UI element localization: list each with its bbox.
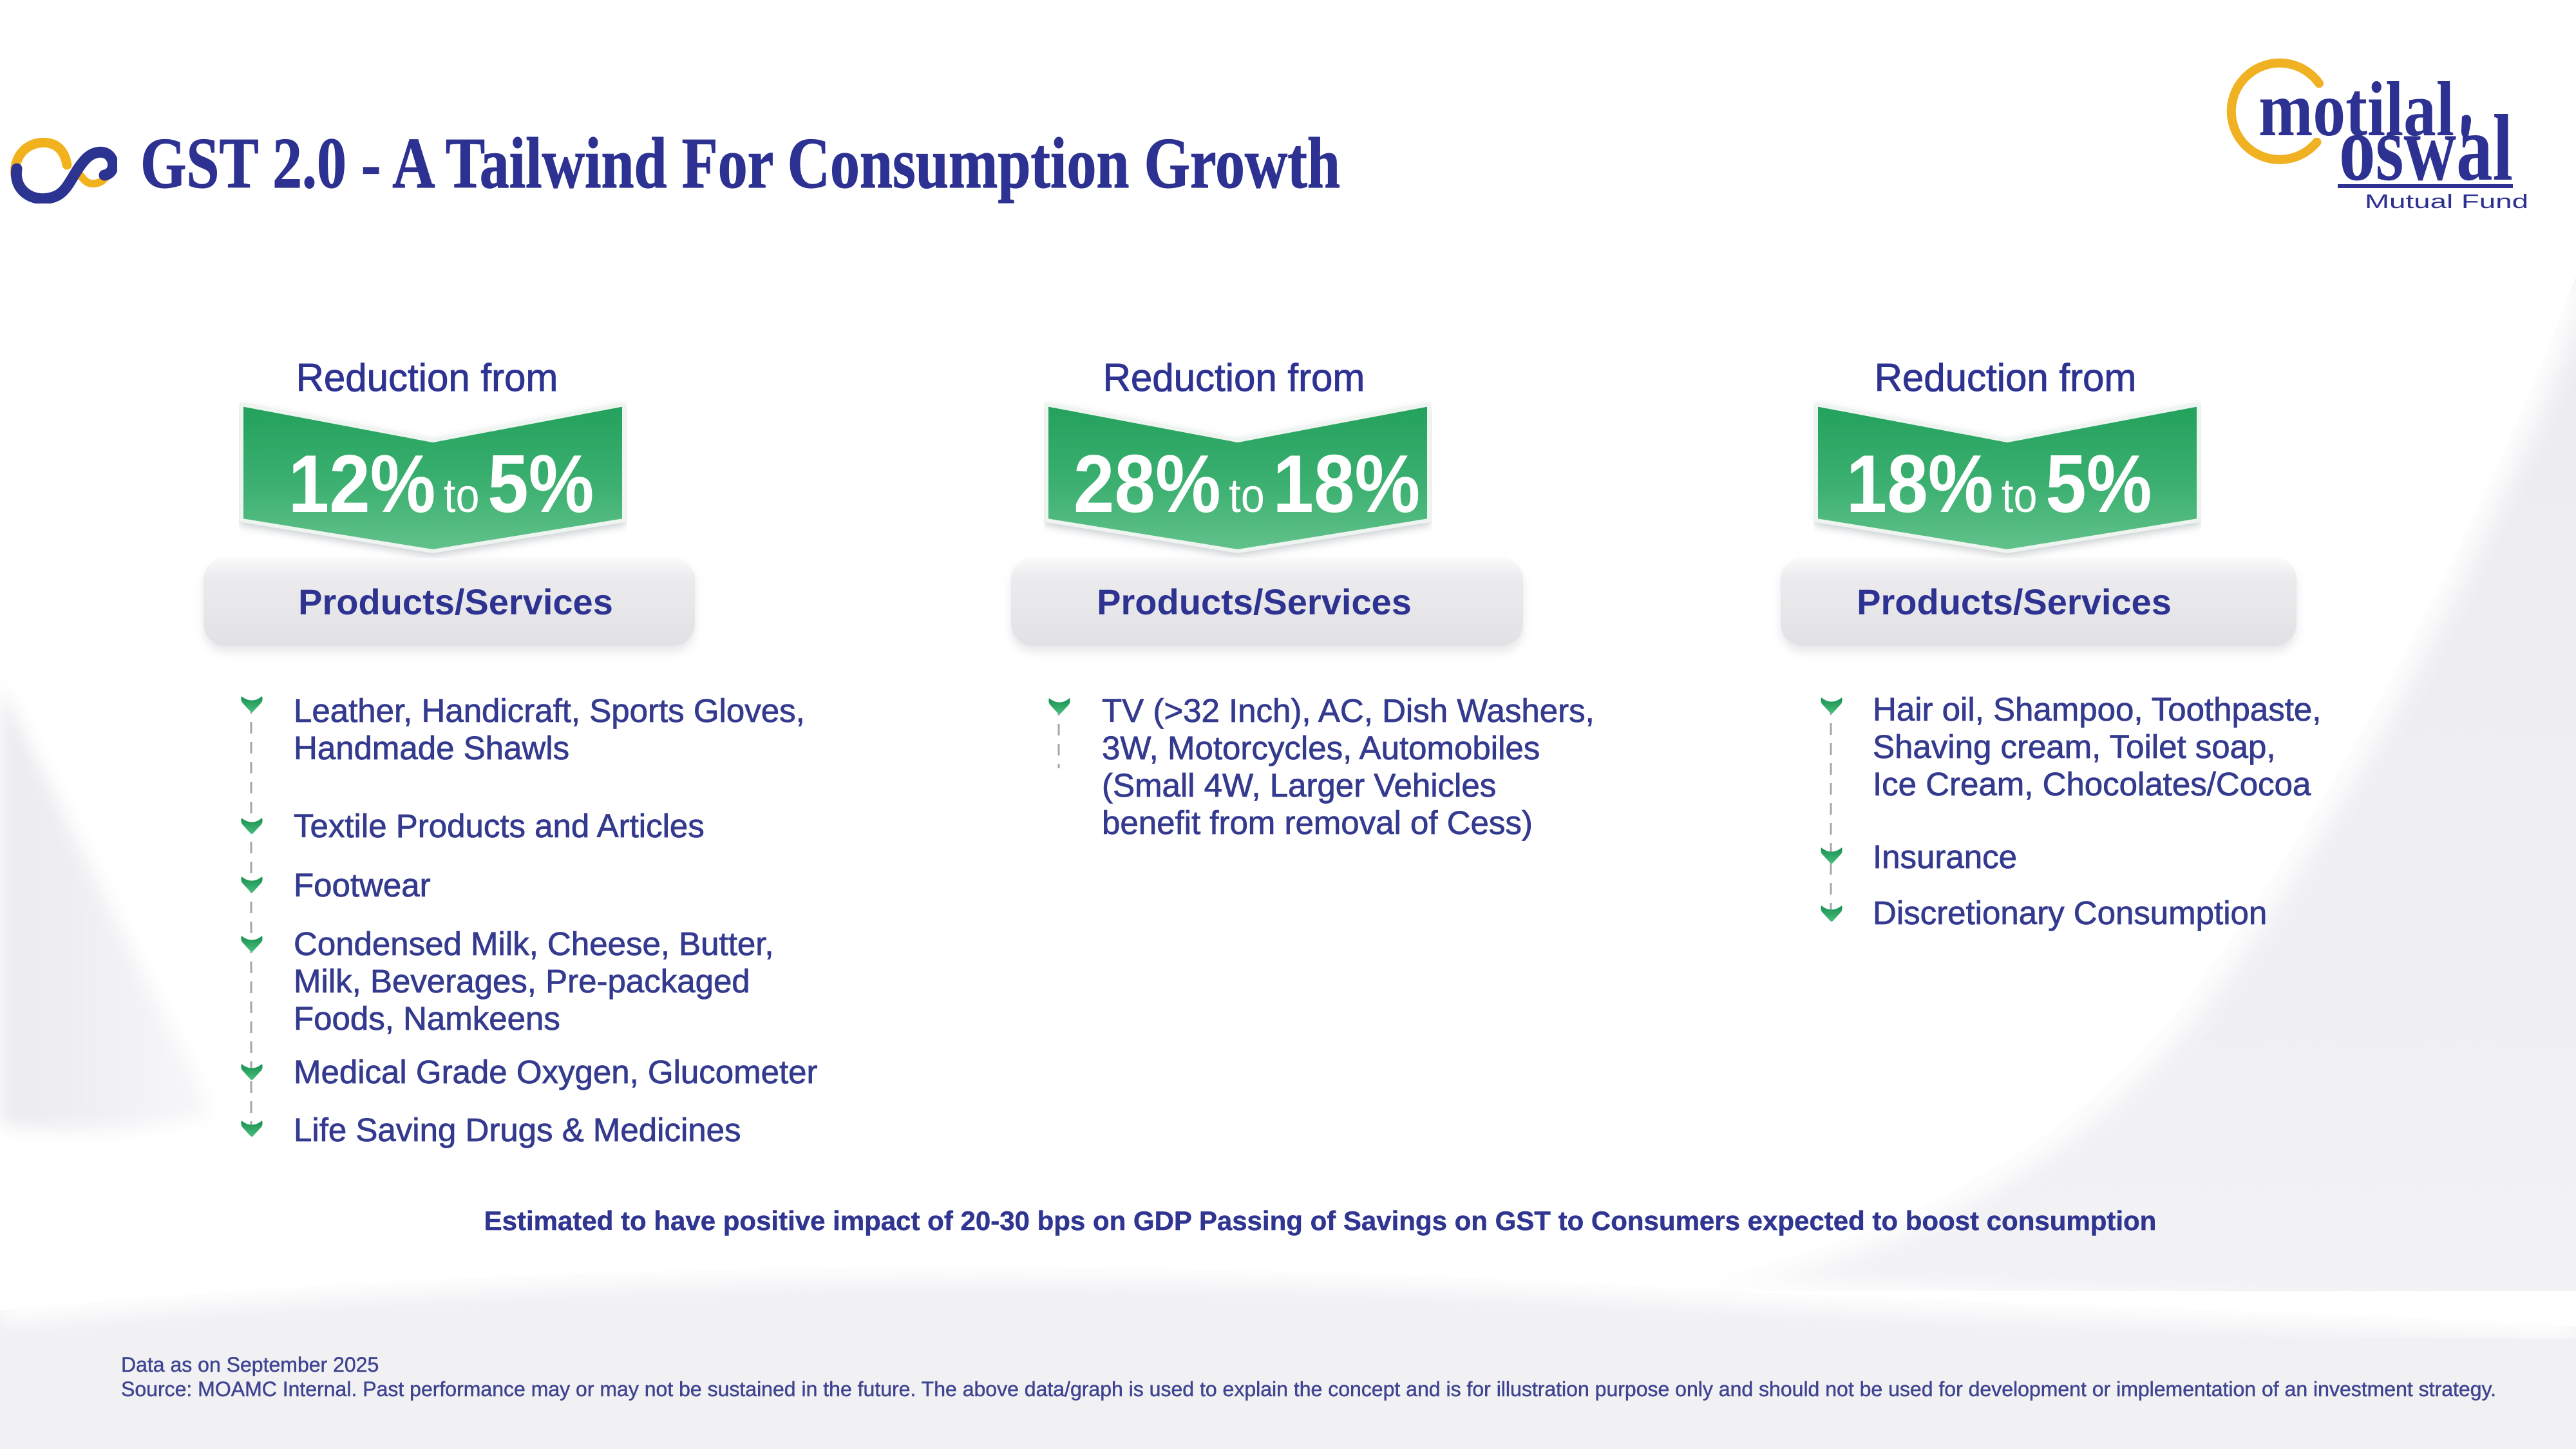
svg-text:motilal: motilal [2259, 66, 2454, 153]
svg-text:Mutual Fund: Mutual Fund [2365, 190, 2528, 213]
svg-text:oswal: oswal [2339, 95, 2513, 200]
